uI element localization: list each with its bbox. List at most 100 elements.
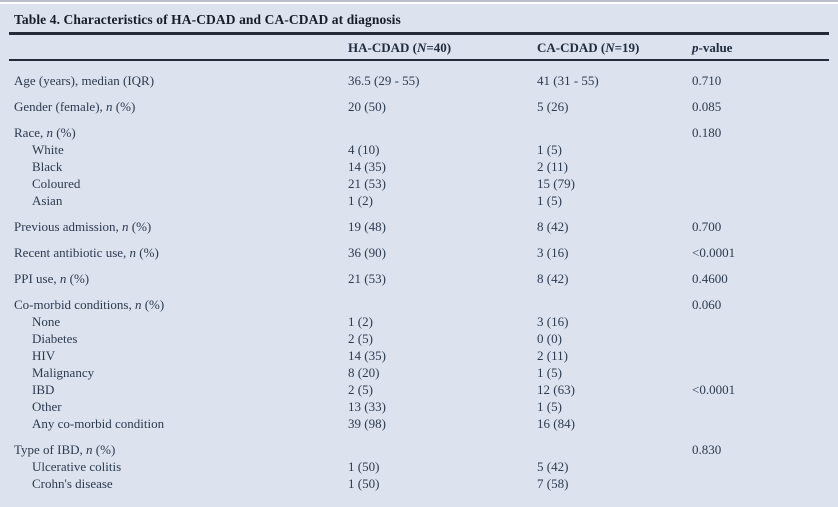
table-row: Ulcerative colitis 1 (50) 5 (42) (14, 458, 838, 475)
table-row: PPI use, n (%) 21 (53) 8 (42) 0.4600 (14, 270, 838, 287)
cell-ha-cdad: 2 (5) (348, 331, 373, 346)
cell-ca-cdad (537, 124, 692, 141)
table-row: Any co-morbid condition 39 (98) 16 (84) (14, 415, 838, 432)
cell-p-value (692, 398, 838, 415)
table-row: Coloured 21 (53) 15 (79) (14, 175, 838, 192)
cell-p-value: 0.710 (692, 73, 722, 88)
cell-p-value: 0.085 (692, 99, 722, 114)
row-label: White (32, 142, 64, 157)
row-label: Malignancy (32, 365, 95, 380)
row-label: Race, n (%) (14, 125, 76, 140)
cell-p-value (692, 475, 838, 492)
cell-p-value (692, 458, 838, 475)
cell-ca-cdad: 1 (5) (537, 142, 562, 157)
cell-ca-cdad: 3 (16) (537, 245, 569, 260)
cell-ha-cdad (348, 296, 537, 313)
table-row: None 1 (2) 3 (16) (14, 313, 838, 330)
cell-ha-cdad: 19 (48) (348, 219, 386, 234)
row-label: PPI use, n (%) (14, 271, 90, 286)
cell-ha-cdad: 39 (98) (348, 416, 386, 431)
cell-p-value: 0.830 (692, 442, 722, 457)
table-row: IBD 2 (5) 12 (63) <0.0001 (14, 381, 838, 398)
table-row: White 4 (10) 1 (5) (14, 141, 838, 158)
cell-p-value (692, 158, 838, 175)
row-label: None (32, 314, 61, 329)
row-label: Crohn's disease (32, 476, 113, 491)
cell-p-value: 0.060 (692, 297, 722, 312)
table-row: Previous admission, n (%) 19 (48) 8 (42) 0.… (14, 218, 838, 235)
row-label: Type of IBD, n (%) (14, 442, 116, 457)
cell-p-value: <0.0001 (692, 245, 736, 260)
cell-ca-cdad: 16 (84) (537, 416, 575, 431)
title-rule (9, 32, 829, 35)
table-panel: Table 4. Characteristics of HA-CDAD and … (0, 4, 838, 507)
table-row: Other 13 (33) 1 (5) (14, 398, 838, 415)
cell-ha-cdad (348, 124, 537, 141)
cell-p-value (692, 141, 838, 158)
row-label: Other (32, 399, 62, 414)
cell-ca-cdad: 1 (5) (537, 399, 562, 414)
cell-ha-cdad: 1 (50) (348, 476, 380, 491)
cell-p-value (692, 347, 838, 364)
cell-ca-cdad: 41 (31 - 55) (537, 73, 599, 88)
table-row: Malignancy 8 (20) 1 (5) (14, 364, 838, 381)
table-row: Age (years), median (IQR) 36.5 (29 - 55) 4… (14, 72, 838, 89)
cell-ha-cdad: 14 (35) (348, 348, 386, 363)
cell-ca-cdad: 1 (5) (537, 193, 562, 208)
row-label: Ulcerative colitis (32, 459, 122, 474)
cell-ca-cdad: 2 (11) (537, 348, 568, 363)
cell-ha-cdad: 21 (53) (348, 271, 386, 286)
column-header-p-value: p-value (692, 40, 733, 55)
row-label: Recent antibiotic use, n (%) (14, 245, 159, 260)
row-label: Diabetes (32, 331, 78, 346)
table-header-row: HA-CDAD (N=40) CA-CDAD (N=19) p-value (0, 35, 838, 59)
cell-p-value: 0.180 (692, 125, 722, 140)
cell-p-value (692, 364, 838, 381)
table-row: Recent antibiotic use, n (%) 36 (90) 3 (16… (14, 244, 838, 261)
row-label: Gender (female), n (%) (14, 99, 136, 114)
cell-ha-cdad: 1 (50) (348, 459, 380, 474)
cell-ha-cdad: 1 (2) (348, 193, 373, 208)
header-rule (9, 59, 829, 61)
table-row: Black 14 (35) 2 (11) (14, 158, 838, 175)
table-row: HIV 14 (35) 2 (11) (14, 347, 838, 364)
cell-ca-cdad: 1 (5) (537, 365, 562, 380)
table-row: Diabetes 2 (5) 0 (0) (14, 330, 838, 347)
row-label: HIV (32, 348, 56, 363)
row-label: Any co-morbid condition (32, 416, 165, 431)
table-row: Crohn's disease 1 (50) 7 (58) (14, 475, 838, 492)
cell-p-value: <0.0001 (692, 382, 736, 397)
table-row: Asian 1 (2) 1 (5) (14, 192, 838, 209)
page-top-edge (0, 0, 838, 2)
cell-ca-cdad: 5 (42) (537, 459, 569, 474)
cell-p-value (692, 313, 838, 330)
cell-ca-cdad: 3 (16) (537, 314, 569, 329)
row-label: Asian (32, 193, 63, 208)
cell-ha-cdad: 2 (5) (348, 382, 373, 397)
cell-p-value (692, 192, 838, 209)
cell-ca-cdad: 0 (0) (537, 331, 562, 346)
table-title: Table 4. Characteristics of HA-CDAD and … (14, 12, 401, 27)
cell-ha-cdad: 13 (33) (348, 399, 386, 414)
row-label: Black (32, 159, 63, 174)
cell-ha-cdad: 20 (50) (348, 99, 386, 114)
table-row: Gender (female), n (%) 20 (50) 5 (26) 0.085 (14, 98, 838, 115)
cell-p-value: 0.4600 (692, 271, 728, 286)
row-label: Age (years), median (IQR) (14, 73, 155, 88)
cell-ha-cdad: 1 (2) (348, 314, 373, 329)
cell-ca-cdad: 8 (42) (537, 219, 569, 234)
cell-ca-cdad (537, 441, 692, 458)
cell-ha-cdad: 36.5 (29 - 55) (348, 73, 420, 88)
row-label: Coloured (32, 176, 81, 191)
column-header-ca-cdad: CA-CDAD (N=19) (537, 40, 640, 55)
cell-ha-cdad: 36 (90) (348, 245, 386, 260)
cell-ha-cdad: 14 (35) (348, 159, 386, 174)
cell-p-value (692, 330, 838, 347)
cell-ca-cdad: 8 (42) (537, 271, 569, 286)
table-row: Type of IBD, n (%) 0.830 (14, 441, 838, 458)
column-header-blank (14, 39, 348, 56)
cell-ca-cdad (537, 296, 692, 313)
cell-p-value (692, 175, 838, 192)
cell-p-value (692, 415, 838, 432)
